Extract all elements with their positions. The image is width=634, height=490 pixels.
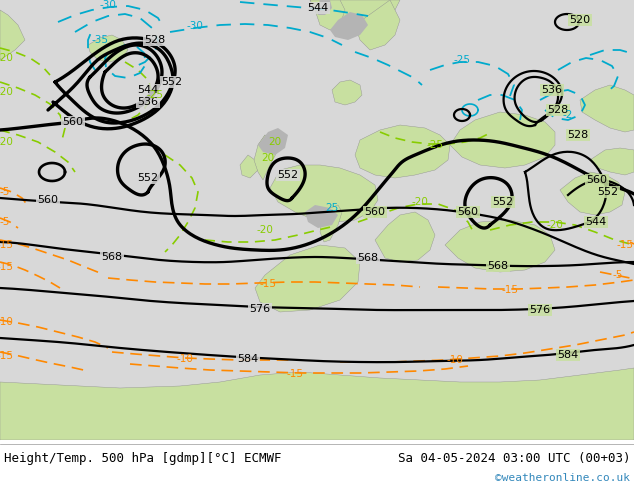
Polygon shape xyxy=(560,172,625,215)
Text: -25: -25 xyxy=(453,55,470,65)
Text: 528: 528 xyxy=(547,105,569,115)
Polygon shape xyxy=(355,125,450,178)
Text: -5: -5 xyxy=(0,217,10,227)
Text: 584: 584 xyxy=(237,354,259,364)
Polygon shape xyxy=(270,165,378,222)
Polygon shape xyxy=(310,0,400,30)
Polygon shape xyxy=(355,0,400,50)
Text: -20: -20 xyxy=(0,87,13,97)
Text: -25: -25 xyxy=(146,90,164,100)
Polygon shape xyxy=(258,135,278,157)
Polygon shape xyxy=(310,0,345,30)
Polygon shape xyxy=(590,148,634,175)
Polygon shape xyxy=(375,212,435,262)
Polygon shape xyxy=(450,112,555,168)
Text: -5: -5 xyxy=(0,187,10,197)
Text: 552: 552 xyxy=(493,197,514,207)
Polygon shape xyxy=(255,245,360,312)
Text: 552: 552 xyxy=(597,187,619,197)
Text: 568: 568 xyxy=(358,253,378,263)
Polygon shape xyxy=(88,35,128,62)
Text: -10: -10 xyxy=(446,355,463,365)
Text: 560: 560 xyxy=(37,195,58,205)
Text: -15: -15 xyxy=(0,351,13,361)
Text: 560: 560 xyxy=(63,117,84,127)
Text: -15: -15 xyxy=(0,240,13,250)
Text: -20: -20 xyxy=(0,137,13,147)
Text: 544: 544 xyxy=(138,85,158,95)
Text: 536: 536 xyxy=(138,97,158,107)
Text: 552: 552 xyxy=(162,77,183,87)
Text: 568: 568 xyxy=(488,261,508,271)
Text: 568: 568 xyxy=(101,252,122,262)
Polygon shape xyxy=(258,128,288,155)
Text: -30: -30 xyxy=(186,21,204,31)
Text: -15: -15 xyxy=(287,369,304,379)
Text: 552: 552 xyxy=(138,173,158,183)
Text: 576: 576 xyxy=(529,305,550,315)
Text: -15: -15 xyxy=(259,279,276,289)
Text: -35: -35 xyxy=(91,35,108,45)
Text: -2: -2 xyxy=(563,110,573,120)
Text: -5: -5 xyxy=(613,270,623,280)
Text: -15: -15 xyxy=(0,262,13,272)
Text: 20: 20 xyxy=(261,153,275,163)
Text: -20: -20 xyxy=(547,220,564,230)
Text: 552: 552 xyxy=(278,170,299,180)
Text: Sa 04-05-2024 03:00 UTC (00+03): Sa 04-05-2024 03:00 UTC (00+03) xyxy=(398,451,630,465)
Text: 584: 584 xyxy=(557,350,579,360)
Text: -10: -10 xyxy=(0,317,13,327)
Text: 544: 544 xyxy=(307,3,328,13)
Text: 560: 560 xyxy=(586,175,607,185)
Text: 536: 536 xyxy=(541,85,562,95)
Polygon shape xyxy=(0,368,634,440)
Text: -25: -25 xyxy=(427,140,444,150)
Text: -20: -20 xyxy=(0,53,13,63)
Polygon shape xyxy=(580,85,634,132)
Text: 528: 528 xyxy=(145,35,165,45)
Text: -15: -15 xyxy=(501,285,519,295)
Polygon shape xyxy=(0,10,25,60)
Text: -30: -30 xyxy=(100,0,117,10)
Polygon shape xyxy=(445,220,555,272)
Text: Height/Temp. 500 hPa [gdmp][°C] ECMWF: Height/Temp. 500 hPa [gdmp][°C] ECMWF xyxy=(4,451,281,465)
Text: 20: 20 xyxy=(268,137,281,147)
Polygon shape xyxy=(254,135,278,180)
Text: -15: -15 xyxy=(616,240,633,250)
Polygon shape xyxy=(240,155,258,178)
Text: 560: 560 xyxy=(458,207,479,217)
Text: 560: 560 xyxy=(365,207,385,217)
Polygon shape xyxy=(330,12,368,40)
Text: 520: 520 xyxy=(569,15,590,25)
Polygon shape xyxy=(305,205,338,228)
Text: ©weatheronline.co.uk: ©weatheronline.co.uk xyxy=(495,473,630,483)
Text: 576: 576 xyxy=(249,304,271,314)
Polygon shape xyxy=(320,205,342,242)
Polygon shape xyxy=(332,80,362,105)
Text: -10: -10 xyxy=(176,354,193,364)
Polygon shape xyxy=(316,0,332,15)
Text: -20: -20 xyxy=(257,225,273,235)
Text: -20: -20 xyxy=(411,197,429,207)
Text: 528: 528 xyxy=(567,130,588,140)
Text: 25: 25 xyxy=(325,203,339,213)
Text: 544: 544 xyxy=(585,217,607,227)
